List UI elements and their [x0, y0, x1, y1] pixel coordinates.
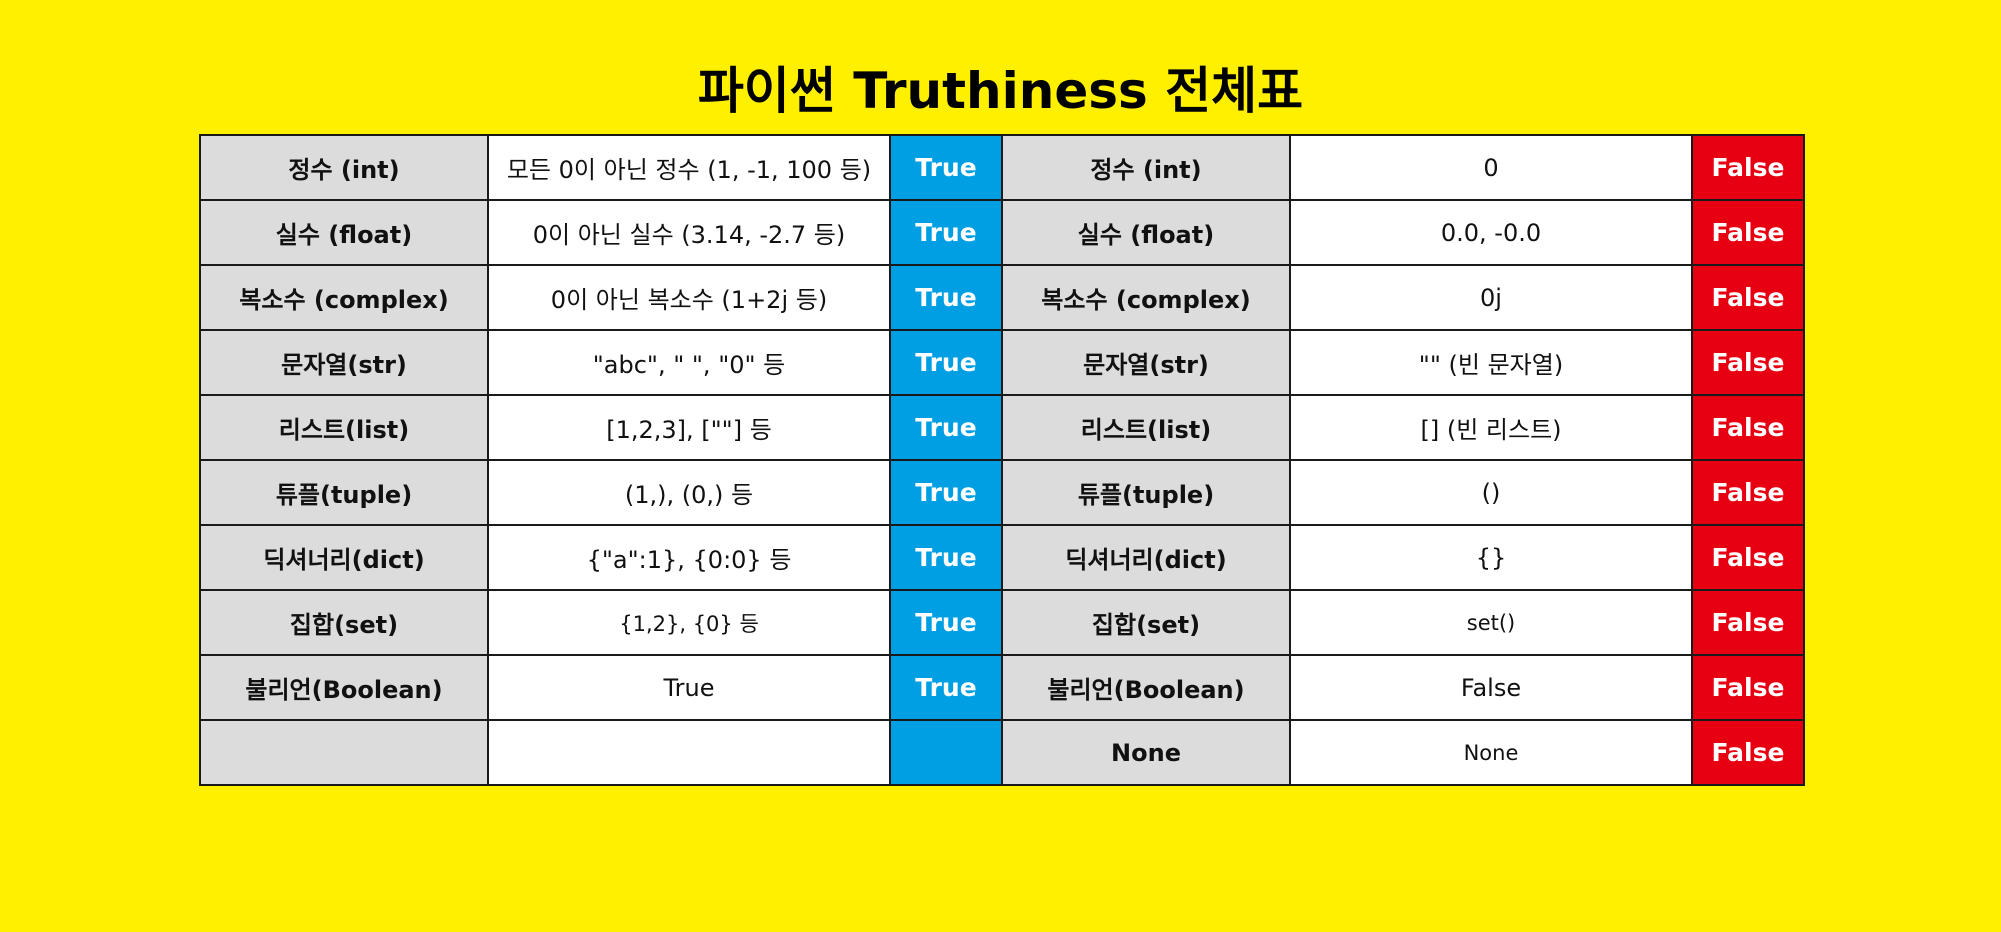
true-type-cell: 튜플(tuple) — [199, 459, 489, 526]
truthiness-table: 정수 (int) 모든 0이 아닌 정수 (1, -1, 100 등) True… — [199, 134, 1805, 786]
true-example-cell — [487, 719, 891, 786]
true-type-cell — [199, 719, 489, 786]
false-badge: False — [1691, 329, 1805, 396]
true-example-cell: 0이 아닌 실수 (3.14, -2.7 등) — [487, 199, 891, 266]
false-example-cell: 0j — [1289, 264, 1693, 331]
false-example-cell: {} — [1289, 524, 1693, 591]
false-type-cell: 리스트(list) — [1001, 394, 1291, 461]
true-badge: True — [889, 134, 1003, 201]
true-badge — [889, 719, 1003, 786]
false-type-cell: 불리언(Boolean) — [1001, 654, 1291, 721]
true-example-cell: [1,2,3], [""] 등 — [487, 394, 891, 461]
true-type-cell: 실수 (float) — [199, 199, 489, 266]
true-badge: True — [889, 589, 1003, 656]
false-badge: False — [1691, 199, 1805, 266]
false-badge: False — [1691, 264, 1805, 331]
false-example-cell: 0 — [1289, 134, 1693, 201]
table-row: 리스트(list) [1,2,3], [""] 등 True 리스트(list)… — [199, 394, 1805, 461]
true-type-cell: 딕셔너리(dict) — [199, 524, 489, 591]
false-type-cell: 정수 (int) — [1001, 134, 1291, 201]
true-badge: True — [889, 524, 1003, 591]
table-row: 실수 (float) 0이 아닌 실수 (3.14, -2.7 등) True … — [199, 199, 1805, 266]
false-type-cell: 실수 (float) — [1001, 199, 1291, 266]
false-example-cell: set() — [1289, 589, 1693, 656]
false-example-cell: () — [1289, 459, 1693, 526]
false-badge: False — [1691, 394, 1805, 461]
true-type-cell: 리스트(list) — [199, 394, 489, 461]
false-badge: False — [1691, 719, 1805, 786]
false-example-cell: None — [1289, 719, 1693, 786]
false-example-cell: "" (빈 문자열) — [1289, 329, 1693, 396]
true-type-cell: 문자열(str) — [199, 329, 489, 396]
true-type-cell: 집합(set) — [199, 589, 489, 656]
true-example-cell: 0이 아닌 복소수 (1+2j 등) — [487, 264, 891, 331]
true-type-cell: 불리언(Boolean) — [199, 654, 489, 721]
false-badge: False — [1691, 459, 1805, 526]
true-badge: True — [889, 654, 1003, 721]
table-row: 튜플(tuple) (1,), (0,) 등 True 튜플(tuple) ()… — [199, 459, 1805, 526]
true-example-cell: 모든 0이 아닌 정수 (1, -1, 100 등) — [487, 134, 891, 201]
table-row: 불리언(Boolean) True True 불리언(Boolean) Fals… — [199, 654, 1805, 721]
false-type-cell: 딕셔너리(dict) — [1001, 524, 1291, 591]
true-example-cell: "abc", " ", "0" 등 — [487, 329, 891, 396]
false-type-cell: None — [1001, 719, 1291, 786]
true-type-cell: 복소수 (complex) — [199, 264, 489, 331]
false-type-cell: 복소수 (complex) — [1001, 264, 1291, 331]
table-row: 집합(set) {1,2}, {0} 등 True 집합(set) set() … — [199, 589, 1805, 656]
false-badge: False — [1691, 134, 1805, 201]
false-type-cell: 문자열(str) — [1001, 329, 1291, 396]
true-type-cell: 정수 (int) — [199, 134, 489, 201]
table-row: None None False — [199, 719, 1805, 786]
false-badge: False — [1691, 524, 1805, 591]
false-example-cell: 0.0, -0.0 — [1289, 199, 1693, 266]
table-row: 정수 (int) 모든 0이 아닌 정수 (1, -1, 100 등) True… — [199, 134, 1805, 201]
true-badge: True — [889, 394, 1003, 461]
true-example-cell: {"a":1}, {0:0} 등 — [487, 524, 891, 591]
true-badge: True — [889, 264, 1003, 331]
false-badge: False — [1691, 654, 1805, 721]
true-badge: True — [889, 329, 1003, 396]
true-example-cell: {1,2}, {0} 등 — [487, 589, 891, 656]
true-example-cell: (1,), (0,) 등 — [487, 459, 891, 526]
table-row: 딕셔너리(dict) {"a":1}, {0:0} 등 True 딕셔너리(di… — [199, 524, 1805, 591]
false-type-cell: 튜플(tuple) — [1001, 459, 1291, 526]
page-title: 파이썬 Truthiness 전체표 — [697, 62, 1304, 120]
false-type-cell: 집합(set) — [1001, 589, 1291, 656]
false-example-cell: False — [1289, 654, 1693, 721]
table-row: 문자열(str) "abc", " ", "0" 등 True 문자열(str)… — [199, 329, 1805, 396]
true-example-cell: True — [487, 654, 891, 721]
false-badge: False — [1691, 589, 1805, 656]
true-badge: True — [889, 199, 1003, 266]
false-example-cell: [] (빈 리스트) — [1289, 394, 1693, 461]
true-badge: True — [889, 459, 1003, 526]
table-row: 복소수 (complex) 0이 아닌 복소수 (1+2j 등) True 복소… — [199, 264, 1805, 331]
